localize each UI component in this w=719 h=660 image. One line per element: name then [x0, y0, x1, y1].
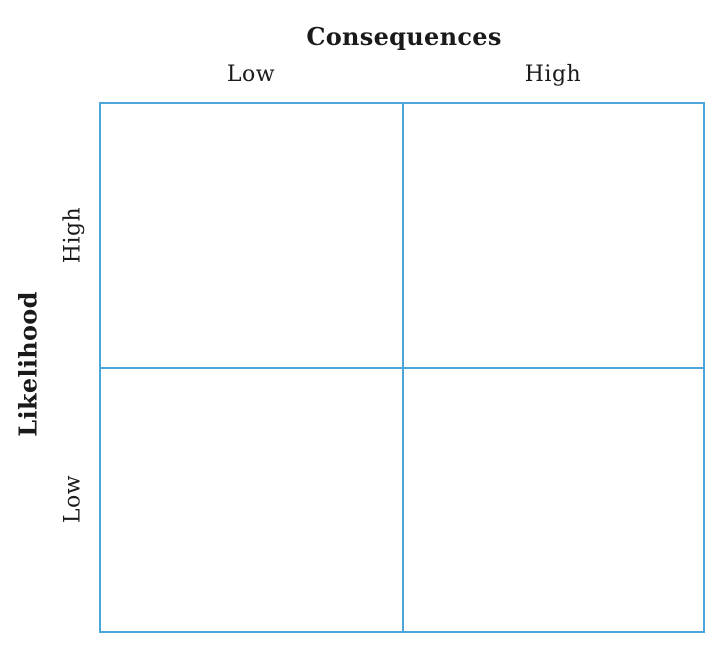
consequences-axis-title: Consequences	[306, 22, 502, 51]
likelihood-axis-title: Likelihood	[13, 291, 43, 437]
likelihood-low-label: Low	[60, 474, 86, 524]
cell-high-likelihood-high-consequence	[403, 104, 703, 368]
consequences-low-label: Low	[226, 62, 276, 87]
cell-high-likelihood-low-consequence	[101, 104, 403, 368]
cell-low-likelihood-high-consequence	[403, 368, 703, 631]
likelihood-high-label: High	[60, 206, 86, 264]
cell-low-likelihood-low-consequence	[101, 368, 403, 631]
consequences-high-label: High	[524, 62, 582, 87]
risk-matrix-grid	[99, 102, 705, 633]
horizontal-divider	[101, 367, 703, 369]
